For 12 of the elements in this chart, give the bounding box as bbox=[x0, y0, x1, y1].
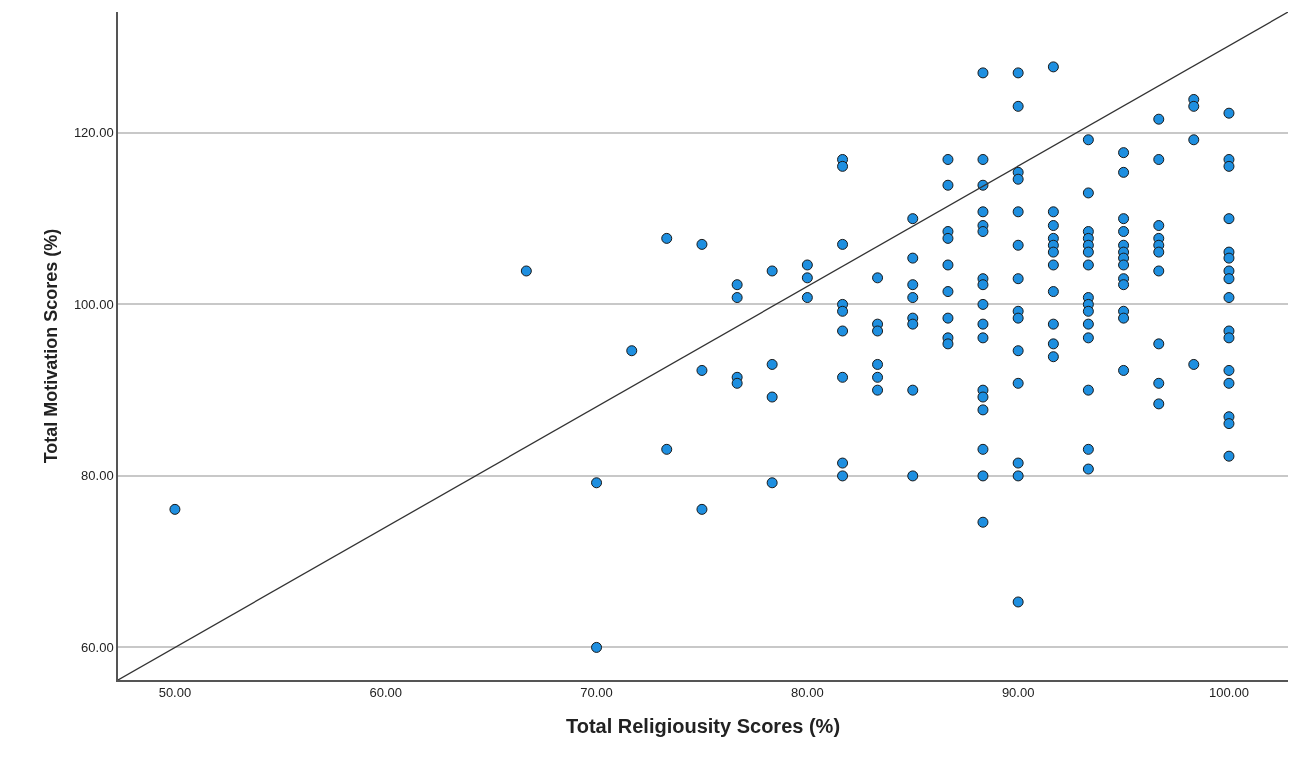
x-tick-label: 100.00 bbox=[1209, 685, 1249, 701]
y-tick-label: 100.00 bbox=[73, 296, 114, 312]
x-tick-label: 90.00 bbox=[1001, 685, 1035, 701]
x-axis-title: Total Religiousity Scores (%) bbox=[565, 715, 841, 738]
x-tick-label: 60.00 bbox=[369, 685, 402, 701]
y-tick-label: 60.00 bbox=[81, 639, 114, 655]
x-tick-label: 50.00 bbox=[158, 685, 192, 701]
x-tick-label: 70.00 bbox=[580, 685, 613, 701]
y-tick-label: 80.00 bbox=[81, 468, 114, 484]
y-axis-title: Total Motivation Scores (%) bbox=[40, 228, 61, 464]
x-tick-label: 80.00 bbox=[791, 685, 824, 701]
y-tick-label: 120.00 bbox=[73, 125, 114, 141]
